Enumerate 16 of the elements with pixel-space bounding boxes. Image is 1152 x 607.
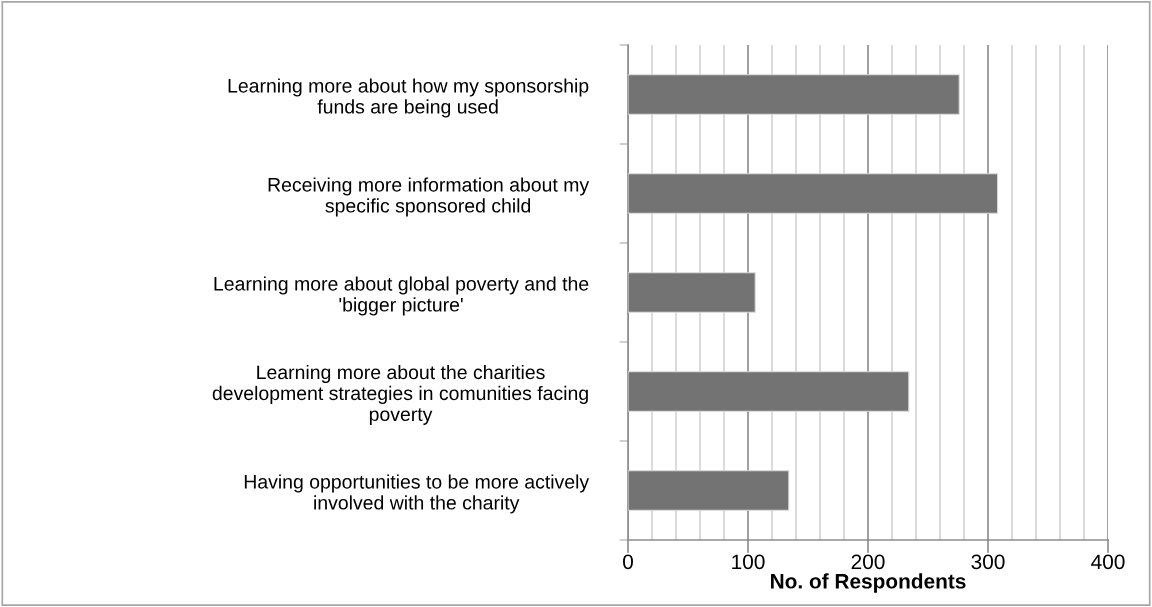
x-tick-label: 100 [732, 554, 765, 570]
bar [628, 173, 999, 214]
bar [628, 371, 910, 412]
y-tick-label: Learning more about global poverty and the 'bigger picture' [214, 276, 589, 316]
x-axis-title: No. of Respondents [771, 573, 966, 593]
bar [628, 74, 960, 115]
y-tick-label: Learning more about how my sponsorship funds are being used [228, 78, 589, 118]
y-tick-label: Receiving more information about my specific sponsored child [268, 177, 590, 217]
x-tick-label: 400 [1091, 554, 1125, 570]
x-tick-label: 0 [623, 554, 633, 570]
bar [628, 470, 790, 511]
y-tick-label: Having opportunities to be more actively involved with the charity [244, 474, 590, 514]
x-tick-label: 300 [971, 554, 1005, 570]
bar [628, 272, 756, 313]
x-tick-label: 200 [851, 554, 885, 570]
y-tick-label: Learning more about the charities development strategies in comunities facing poverty [212, 364, 588, 425]
